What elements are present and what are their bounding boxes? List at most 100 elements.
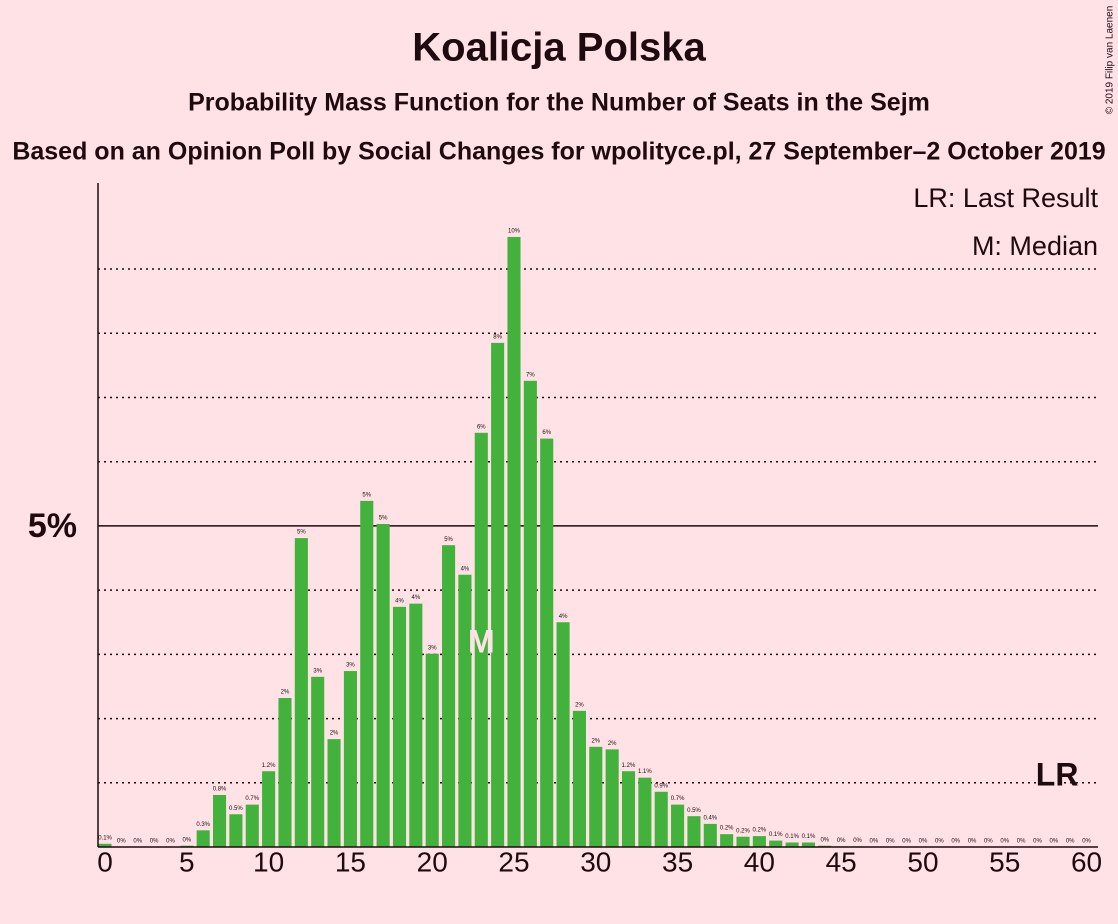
bar — [360, 500, 374, 847]
data-label: 5% — [362, 492, 371, 498]
data-label: 0.5% — [229, 806, 243, 812]
x-tick-label: 25 — [498, 846, 529, 877]
bar — [736, 836, 750, 847]
bar — [605, 749, 619, 847]
bar — [638, 777, 652, 847]
data-label: 0% — [1033, 839, 1042, 845]
data-label: 0.5% — [687, 808, 701, 814]
x-tick-label: 40 — [744, 846, 775, 877]
data-label: 5% — [444, 537, 453, 543]
bar — [245, 804, 259, 847]
data-label: 0.4% — [703, 815, 717, 821]
bar — [752, 836, 766, 847]
data-label: 0% — [919, 839, 928, 845]
bar — [98, 843, 112, 847]
data-label: 0.1% — [98, 835, 112, 841]
x-tick-label: 50 — [907, 846, 938, 877]
bar — [556, 622, 570, 847]
bar — [213, 794, 227, 847]
data-label: 3% — [313, 668, 322, 674]
data-label: 0% — [902, 839, 911, 845]
legend-entry: M: Median — [972, 231, 1098, 261]
data-label: 4% — [412, 595, 421, 601]
data-label: 0% — [133, 839, 142, 845]
x-tick-label: 35 — [662, 846, 693, 877]
data-label: 0% — [886, 839, 895, 845]
data-label: 0% — [1017, 839, 1026, 845]
data-label: 0% — [935, 839, 944, 845]
x-tick-label: 15 — [335, 846, 366, 877]
bar — [621, 771, 636, 847]
data-label: 0% — [951, 839, 960, 845]
data-label: 0.2% — [736, 828, 750, 834]
bar — [720, 834, 734, 847]
data-label: 0% — [853, 838, 862, 844]
bar — [474, 432, 488, 847]
bar — [327, 739, 341, 847]
x-tick-label: 0 — [97, 846, 113, 877]
chart-subtitle: Probability Mass Function for the Number… — [188, 89, 930, 117]
bar — [540, 438, 554, 847]
x-tick-label: 10 — [253, 846, 284, 877]
data-label: 0% — [820, 837, 829, 843]
bar — [785, 842, 799, 847]
x-tick-label: 30 — [580, 846, 611, 877]
bar — [409, 603, 423, 847]
bar — [507, 236, 521, 848]
data-label: 0% — [1066, 839, 1075, 845]
data-label: 3% — [428, 645, 437, 651]
bar — [392, 606, 407, 847]
data-label: 2% — [281, 690, 290, 696]
bar — [703, 823, 717, 847]
chart-title: Koalicja Polska — [412, 26, 706, 70]
bar — [311, 676, 325, 847]
data-label: 2% — [591, 738, 600, 744]
bar — [589, 746, 603, 847]
data-label: 3% — [346, 663, 355, 669]
x-tick-label: 60 — [1071, 846, 1102, 877]
data-label: 8% — [493, 334, 502, 340]
data-label: 5% — [379, 516, 388, 522]
bar — [769, 840, 783, 847]
legend-entry: LR: Last Result — [913, 183, 1098, 213]
y-tick-label: 5% — [28, 507, 77, 545]
bar — [442, 545, 456, 847]
bar — [491, 342, 505, 847]
data-label: 4% — [559, 614, 568, 620]
data-label: 6% — [477, 424, 486, 430]
data-label: 0% — [870, 839, 879, 845]
x-tick-label: 5 — [179, 846, 195, 877]
bar — [654, 791, 668, 847]
data-label: 0% — [182, 837, 191, 843]
bar — [229, 814, 243, 847]
data-label: 0.2% — [753, 828, 767, 834]
bar — [425, 653, 439, 847]
data-label: 0.1% — [802, 834, 816, 840]
bar — [343, 671, 357, 847]
data-label: 4% — [461, 566, 470, 572]
data-label: 0% — [837, 838, 846, 844]
median-marker: M — [468, 623, 495, 659]
x-tick-label: 20 — [417, 846, 448, 877]
data-label: 0.9% — [654, 783, 668, 789]
data-label: 2% — [330, 731, 339, 737]
data-label: 4% — [395, 598, 404, 604]
bar — [278, 698, 292, 847]
x-tick-label: 55 — [989, 846, 1020, 877]
bar — [523, 380, 537, 847]
data-label: 0% — [150, 839, 159, 845]
data-label: 6% — [542, 430, 551, 436]
copyright: © 2019 Filip van Laenen — [1105, 6, 1116, 115]
bar — [572, 710, 586, 847]
data-label: 0% — [968, 839, 977, 845]
data-label: 0.1% — [785, 834, 799, 840]
data-label: 2% — [575, 702, 584, 708]
data-label: 1.2% — [622, 763, 636, 769]
bar — [671, 804, 685, 847]
data-label: 0.2% — [720, 826, 734, 832]
data-label: 5% — [297, 530, 306, 536]
data-label: 2% — [608, 741, 617, 747]
x-tick-label: 45 — [826, 846, 857, 877]
bar — [458, 574, 472, 847]
data-label: 1.1% — [638, 769, 652, 775]
